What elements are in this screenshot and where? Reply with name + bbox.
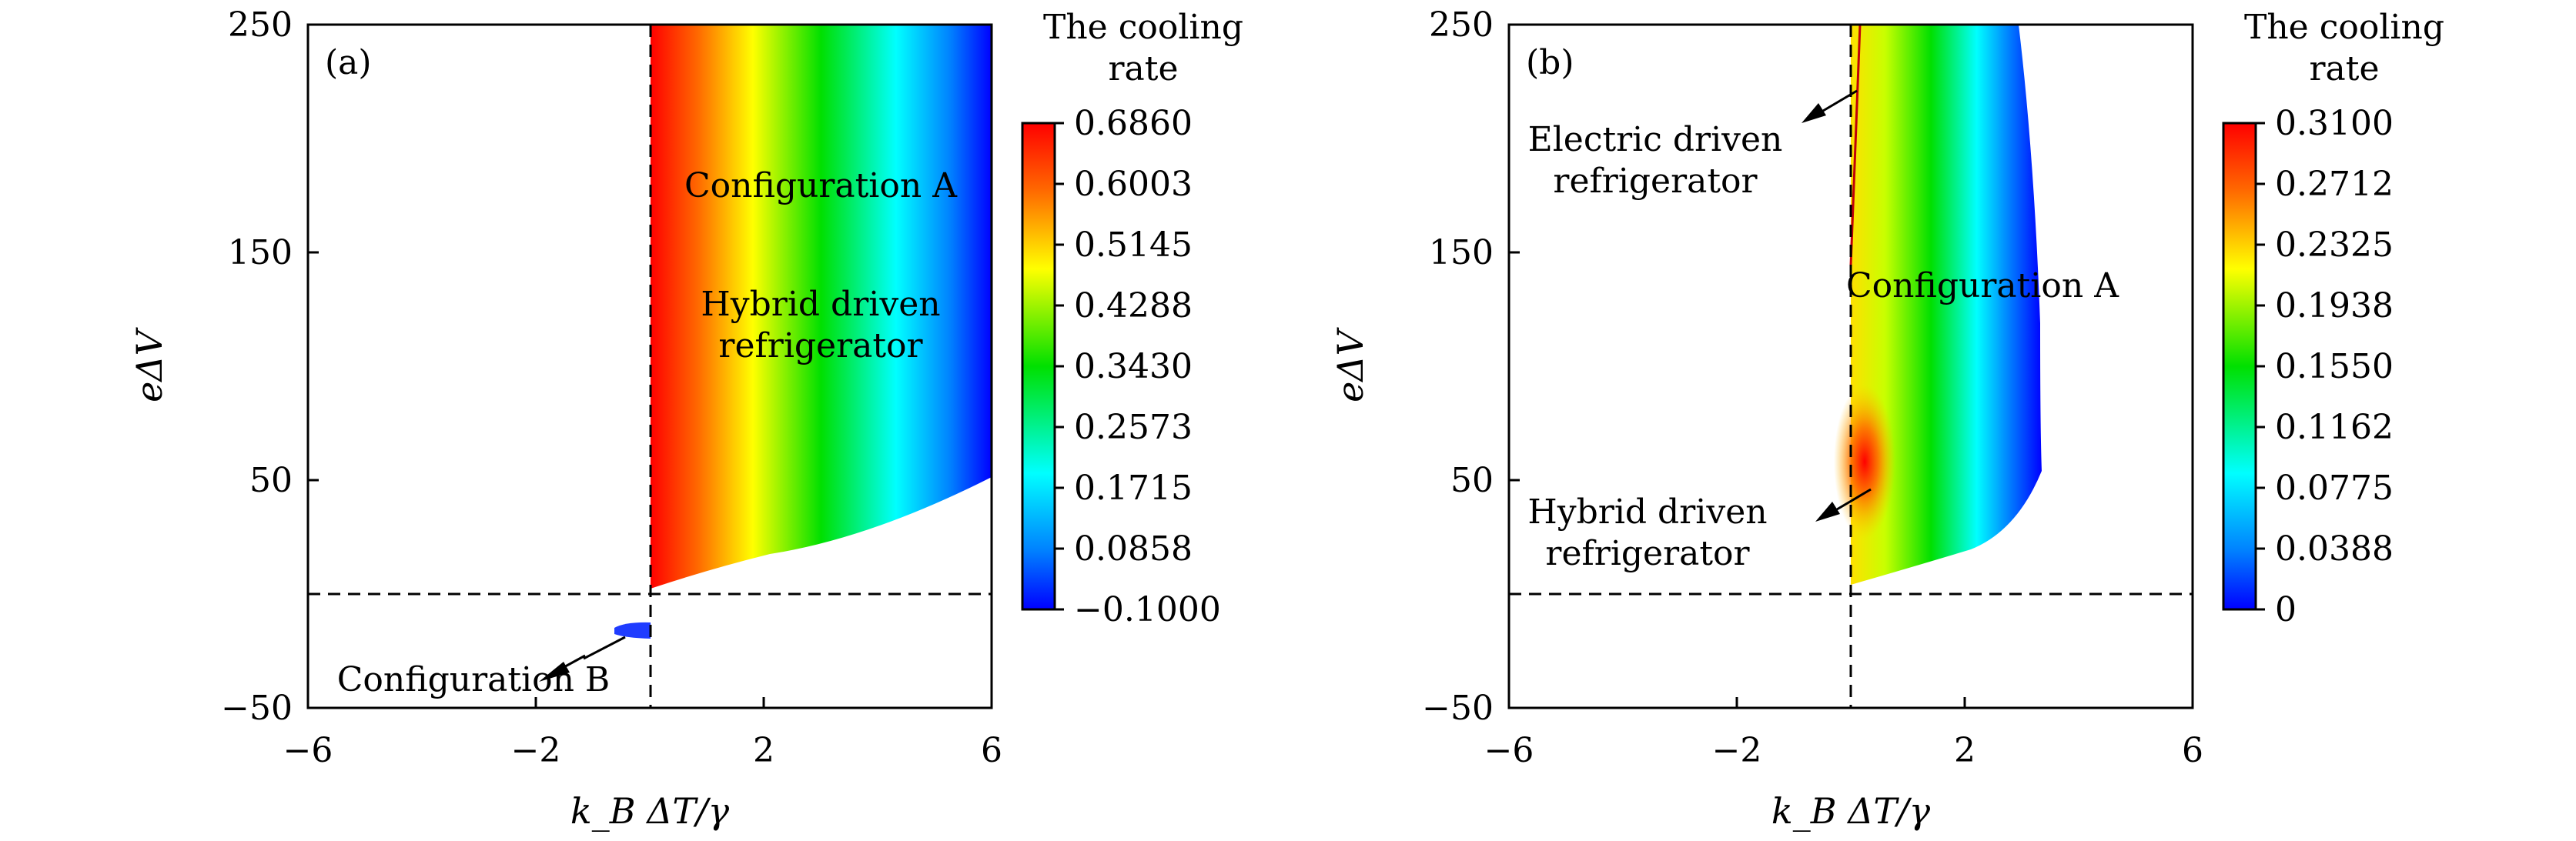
- colorbar-bar: [1021, 122, 1056, 611]
- colorbar-tick-label: 0.2325: [2275, 225, 2394, 265]
- colorbar-title-line2: rate: [1109, 49, 1179, 88]
- plot-frame: [1507, 23, 2194, 709]
- x-tick-label: −2: [511, 731, 561, 770]
- plot-frame: [306, 23, 993, 709]
- y-tick-label: 50: [249, 461, 293, 500]
- colorbar-tick-label: 0.6860: [1074, 104, 1193, 143]
- y-tick-label: 50: [1450, 461, 1494, 500]
- arrow-hybrid-driven: [1815, 488, 1872, 522]
- y-axis-label: eΔV: [1330, 326, 1371, 402]
- x-major-ticks: [1507, 697, 2194, 708]
- x-tick-labels: −6 −2 2 6: [283, 731, 1002, 770]
- colorbar-tick-label: 0.5145: [1074, 225, 1193, 265]
- arrow-configuration-b: [539, 636, 626, 682]
- colorbar-title-line1: The cooling: [2244, 8, 2444, 47]
- y-tick-label: 250: [228, 5, 293, 45]
- y-tick-label: 250: [1429, 5, 1494, 45]
- x-tick-label: 2: [753, 731, 774, 770]
- annotation-hybrid-line1: Hybrid driven: [701, 285, 940, 324]
- electric-driven-boundary: [1849, 25, 1862, 266]
- colorbar-tick-label: 0.0388: [2275, 529, 2394, 569]
- colorbar-tick-label: 0.3100: [2275, 104, 2394, 143]
- y-tick-label: 150: [1429, 233, 1494, 272]
- y-major-ticks: [1509, 23, 1520, 709]
- configuration-b-region: [614, 622, 651, 639]
- colorbar-tick-label: 0.0858: [1074, 529, 1193, 569]
- colorbar-ticks: [1055, 122, 1064, 611]
- y-tick-label: −50: [221, 689, 293, 728]
- colorbar-tick-label: 0.2573: [1074, 408, 1193, 447]
- annotation-hybrid-line2: refrigerator: [1545, 534, 1750, 573]
- x-tick-labels: −6 −2 2 6: [1484, 731, 2203, 770]
- colorbar-tick-label: 0.1550: [2275, 347, 2394, 386]
- colorbar-bar: [2222, 122, 2257, 611]
- annotation-electric-line2: refrigerator: [1553, 162, 1758, 201]
- x-tick-label: 6: [2182, 731, 2203, 770]
- panel-a: −6 −2 2 6 −50 50 150 250 k_B ΔT/γ eΔV (a…: [129, 5, 1243, 832]
- colorbar: The cooling rate 0.6860 0.6003 0.5145 0.…: [1021, 8, 1243, 629]
- y-tick-label: 150: [228, 233, 293, 272]
- configuration-a-region: [651, 25, 992, 589]
- annotation-hybrid-line2: refrigerator: [718, 326, 923, 365]
- configuration-a-region: [1851, 25, 2042, 585]
- annotation-configuration-a: Configuration A: [1846, 266, 2119, 305]
- y-tick-labels: −50 50 150 250: [221, 5, 293, 728]
- panel-label: (a): [325, 43, 372, 82]
- panel-label: (b): [1526, 43, 1574, 82]
- colorbar-tick-label: 0.3430: [1074, 347, 1193, 386]
- y-tick-label: −50: [1422, 689, 1494, 728]
- colorbar-tick-label: 0.0775: [2275, 469, 2394, 508]
- x-axis-label: k_B ΔT/γ: [570, 790, 730, 832]
- x-tick-label: 6: [981, 731, 1002, 770]
- colorbar: The cooling rate 0.3100 0.2712 0.2325 0.…: [2222, 8, 2444, 629]
- annotation-hybrid-line1: Hybrid driven: [1527, 492, 1767, 532]
- panel-b: −6 −2 2 6 −50 50 150 250 k_B ΔT/γ eΔV (b…: [1330, 5, 2444, 832]
- colorbar-title-line1: The cooling: [1043, 8, 1243, 47]
- x-tick-label: 2: [1954, 731, 1975, 770]
- y-tick-labels: −50 50 150 250: [1422, 5, 1494, 728]
- colorbar-tick-label: 0.6003: [1074, 165, 1193, 204]
- colorbar-tick-label: 0: [2275, 590, 2297, 629]
- annotation-configuration-b: Configuration B: [337, 660, 611, 699]
- colorbar-tick-label: 0.1162: [2275, 408, 2394, 447]
- x-tick-label: −2: [1712, 731, 1762, 770]
- y-axis-label: eΔV: [129, 326, 170, 402]
- colorbar-title-line2: rate: [2310, 49, 2380, 88]
- arrow-electric-driven: [1802, 89, 1858, 123]
- annotation-configuration-a: Configuration A: [684, 166, 958, 205]
- colorbar-tick-label: −0.1000: [1074, 590, 1221, 629]
- x-tick-label: −6: [283, 731, 333, 770]
- x-axis-label: k_B ΔT/γ: [1771, 790, 1931, 832]
- colorbar-tick-label: 0.1938: [2275, 286, 2394, 325]
- colorbar-tick-label: 0.2712: [2275, 165, 2394, 204]
- hotspot-region: [1834, 385, 1895, 539]
- colorbar-tick-label: 0.4288: [1074, 286, 1193, 325]
- x-major-ticks: [306, 697, 993, 708]
- y-major-ticks: [308, 23, 319, 709]
- x-tick-label: −6: [1484, 731, 1534, 770]
- annotation-electric-line1: Electric driven: [1528, 120, 1783, 159]
- colorbar-ticks: [2256, 122, 2265, 611]
- colorbar-tick-label: 0.1715: [1074, 469, 1193, 508]
